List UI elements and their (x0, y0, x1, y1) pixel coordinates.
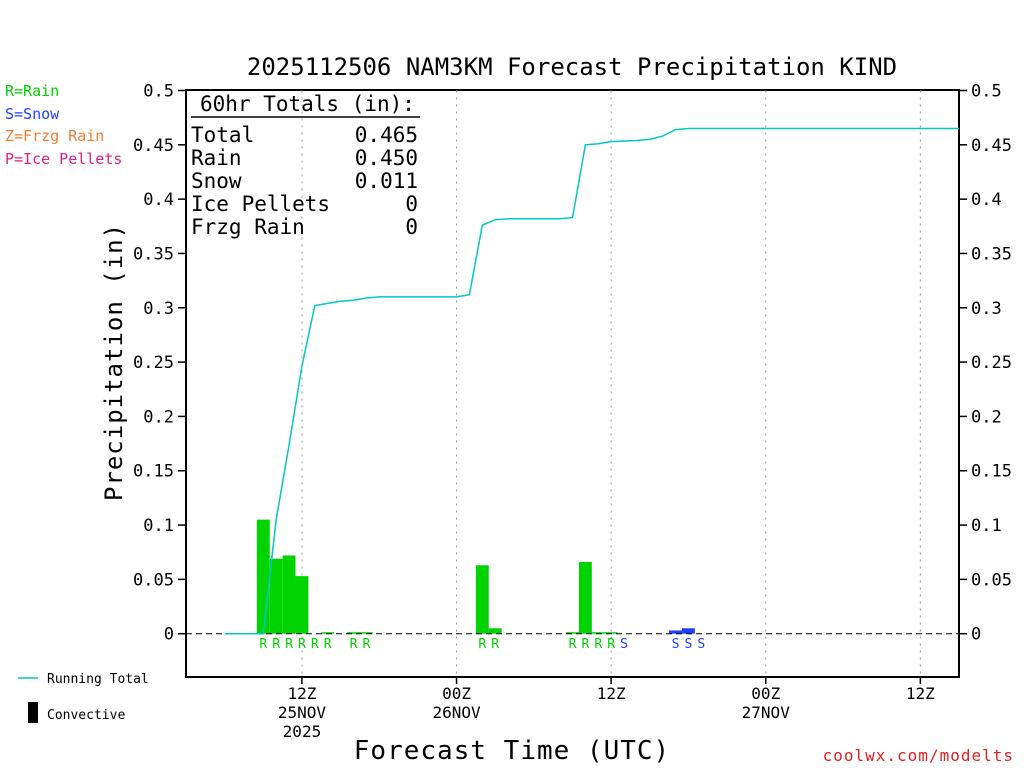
totals-rain-value: 0.450 (355, 146, 418, 170)
x-tick-label: 27NOV (742, 703, 791, 722)
precip-bar (321, 632, 335, 634)
bar-series (256, 519, 695, 634)
precip-bar (295, 576, 309, 634)
running-total-legend-label: Running Total (47, 672, 149, 687)
precip-type-marker: S (697, 637, 705, 652)
y-tick-label-left: 0 (164, 625, 174, 645)
y-axis-ticks: 0 00.05 0.050.1 0.10.15 0.150.2 0.20.25 0.250.… (133, 82, 1012, 645)
x-tick-label: 26NOV (432, 703, 481, 722)
source-credit: coolwx.com/modelts (823, 746, 1014, 765)
totals-frzg-rain-value: 0 (405, 215, 418, 239)
key-rain: R=Rain (5, 82, 59, 100)
precip-bar (591, 632, 605, 634)
y-tick-label-right: 0.4 (971, 190, 1002, 210)
precip-type-marker: R (569, 637, 577, 652)
totals-snow-label: Snow (191, 169, 242, 193)
totals-ice-pellets-label: Ice Pellets (191, 192, 330, 216)
precip-bar (682, 628, 695, 634)
key-frzg-rain: Z=Frzg Rain (5, 127, 104, 145)
x-tick-label: 25NOV (278, 703, 327, 722)
precip-bar (282, 555, 296, 634)
precip-bar (256, 519, 270, 634)
precip-type-marker: R (581, 637, 589, 652)
x-tick-label: 12Z (287, 684, 316, 703)
y-tick-label-right: 0.45 (971, 136, 1012, 156)
chart-title: 2025112506 NAM3KM Forecast Precipitation… (247, 53, 897, 81)
y-tick-label-right: 0.15 (971, 462, 1012, 482)
y-tick-label-left: 0.3 (143, 299, 174, 319)
precip-type-marker: S (672, 637, 680, 652)
precip-bar (604, 632, 618, 634)
series-legend: Running Total Convective (18, 672, 149, 723)
precip-type-marker: R (594, 637, 602, 652)
totals-snow-value: 0.011 (355, 169, 418, 193)
precip-bar (566, 632, 579, 634)
y-tick-label-left: 0.2 (143, 407, 174, 427)
precip-bar (347, 632, 360, 634)
precip-type-marker: R (478, 637, 486, 652)
precip-type-marker: S (685, 637, 693, 652)
y-tick-label-right: 0 (971, 625, 981, 645)
y-axis-label: Precipitation (in) (100, 223, 128, 501)
y-tick-label-left: 0.5 (143, 82, 174, 102)
totals-header: 60hr Totals (in): (200, 92, 415, 116)
y-tick-label-right: 0.35 (971, 244, 1012, 264)
precip-type-marker: R (298, 637, 306, 652)
precip-bar (488, 628, 502, 634)
y-tick-label-left: 0.4 (143, 190, 174, 210)
x-tick-label: 00Z (442, 684, 471, 703)
precip-type-marker: R (272, 637, 280, 652)
y-tick-label-right: 0.05 (971, 570, 1012, 590)
y-tick-label-left: 0.35 (133, 244, 174, 264)
y-tick-label-right: 0.5 (971, 82, 1002, 102)
y-tick-label-left: 0.25 (133, 353, 174, 373)
precip-type-marker: R (311, 637, 319, 652)
precip-type-marker: S (620, 637, 628, 652)
precip-type-marker: R (362, 637, 370, 652)
y-tick-label-right: 0.1 (971, 516, 1002, 536)
x-axis-label: Forecast Time (UTC) (354, 736, 670, 766)
plot-frame (185, 89, 960, 678)
y-tick-label-left: 0.1 (143, 516, 174, 536)
precip-type-key: R=Rain S=Snow Z=Frzg Rain P=Ice Pellets (5, 82, 122, 168)
y-tick-label-right: 0.2 (971, 407, 1002, 427)
key-ice-pellets: P=Ice Pellets (5, 150, 122, 168)
x-tick-label: 00Z (751, 684, 780, 703)
y-tick-label-left: 0.05 (133, 570, 174, 590)
x-tick-label: 12Z (597, 684, 626, 703)
convective-legend-label: Convective (47, 708, 125, 723)
totals-frzg-rain-label: Frzg Rain (191, 215, 305, 239)
totals-ice-pellets-value: 0 (405, 192, 418, 216)
precip-type-marker: R (607, 637, 615, 652)
y-tick-label-right: 0.3 (971, 299, 1002, 319)
precip-type-marker: R (350, 637, 358, 652)
key-snow: S=Snow (5, 105, 60, 123)
precip-bar (669, 630, 683, 634)
precip-type-marker: R (324, 637, 332, 652)
y-tick-label-left: 0.45 (133, 136, 174, 156)
precip-type-marker: R (285, 637, 293, 652)
totals-rain-label: Rain (191, 146, 242, 170)
y-tick-label-left: 0.15 (133, 462, 174, 482)
totals-total-label: Total (191, 123, 254, 147)
x-tick-label: 2025 (283, 722, 322, 741)
totals-total-value: 0.465 (355, 123, 418, 147)
precip-bar (475, 565, 489, 634)
convective-legend-swatch (28, 702, 38, 723)
precip-bar (269, 558, 283, 634)
precip-bar (578, 561, 592, 634)
totals-box: 60hr Totals (in): Total 0.465 Rain 0.450… (191, 92, 420, 239)
y-tick-label-right: 0.25 (971, 353, 1012, 373)
precip-bar (359, 632, 373, 634)
x-tick-label: 12Z (906, 684, 935, 703)
precip-type-marker: R (491, 637, 499, 652)
precip-type-marker: R (259, 637, 267, 652)
running-total-line (224, 127, 959, 635)
